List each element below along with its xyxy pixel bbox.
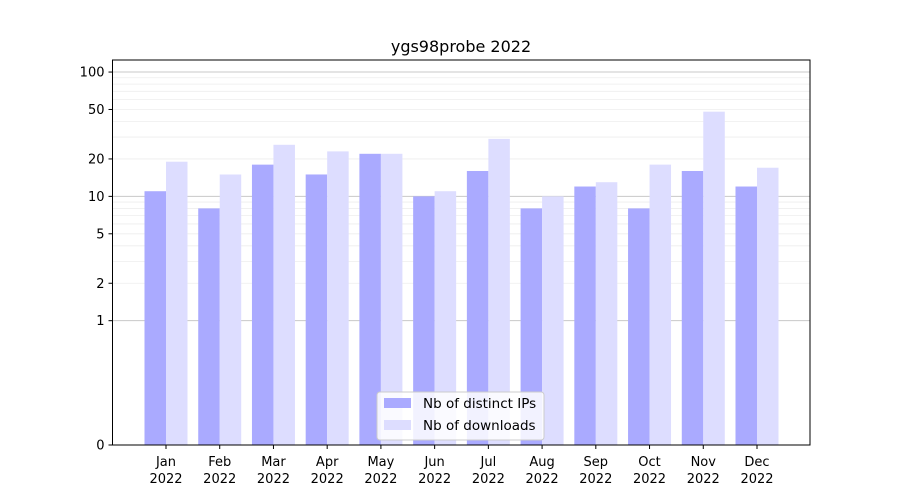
bar-distinct-ips (413, 196, 435, 445)
x-tick-label: Apr 2022 (311, 455, 344, 487)
x-tick-label: Oct 2022 (633, 455, 666, 487)
y-tick-label: 10 (88, 190, 105, 205)
bar-distinct-ips (574, 186, 596, 445)
y-tick-label: 5 (96, 227, 104, 242)
bar-distinct-ips (466, 170, 489, 446)
x-tick-label: May 2022 (364, 455, 397, 487)
x-tick-label: Dec 2022 (740, 455, 773, 487)
legend-swatch-distinct-ips (384, 398, 411, 408)
x-tick-label: Feb 2022 (203, 455, 236, 487)
legend: Nb of distinct IPs Nb of downloads (376, 391, 545, 441)
bar-distinct-ips (305, 174, 328, 445)
bar-downloads (488, 138, 510, 445)
y-tick-label: 50 (88, 103, 105, 118)
bar-downloads (380, 153, 403, 445)
bar-downloads (327, 151, 349, 445)
y-tick-label: 0 (96, 439, 104, 454)
y-axis-ticks: 0 1 2 5 10 20 50 100 (80, 66, 113, 454)
bar-distinct-ips (520, 208, 543, 445)
bar-downloads (757, 167, 779, 445)
y-tick-label: 2 (96, 277, 104, 292)
bar-downloads (649, 164, 672, 445)
legend-swatch-downloads (384, 420, 411, 430)
bar-downloads (166, 161, 188, 446)
bar-distinct-ips (735, 186, 757, 445)
x-axis-ticks: Jan 2022 Feb 2022 Mar 2022 Apr 2022 May 2022 Jun 20… (149, 445, 774, 487)
bar-downloads (273, 144, 295, 445)
bar-distinct-ips (251, 164, 274, 445)
bar-downloads (542, 196, 564, 445)
legend-box (376, 391, 545, 441)
bar-distinct-ips (198, 208, 220, 445)
bar-downloads (595, 182, 618, 445)
bar-downloads (703, 111, 725, 445)
bar-distinct-ips (359, 153, 381, 445)
x-tick-label: Aug 2022 (526, 455, 559, 487)
y-tick-label: 100 (80, 66, 105, 81)
legend-label-distinct-ips: Nb of distinct IPs (423, 396, 536, 412)
x-tick-label: Jul 2022 (472, 455, 505, 487)
bar-distinct-ips (628, 208, 650, 445)
x-tick-label: Jun 2022 (418, 455, 451, 487)
bar-downloads (434, 191, 457, 445)
x-tick-label: Jan 2022 (149, 455, 182, 487)
bar-distinct-ips (144, 191, 166, 445)
bar-distinct-ips (681, 170, 704, 446)
y-tick-label: 1 (96, 314, 104, 329)
chart-title: ygs98probe 2022 (391, 37, 531, 56)
x-tick-label: Sep 2022 (579, 455, 612, 487)
legend-label-downloads: Nb of downloads (423, 418, 536, 434)
bars (144, 111, 779, 446)
plot-frame (112, 59, 811, 446)
x-tick-label: Nov 2022 (687, 455, 720, 487)
y-tick-label: 20 (88, 152, 105, 167)
x-tick-label: Mar 2022 (257, 455, 290, 487)
bar-downloads (219, 174, 242, 445)
